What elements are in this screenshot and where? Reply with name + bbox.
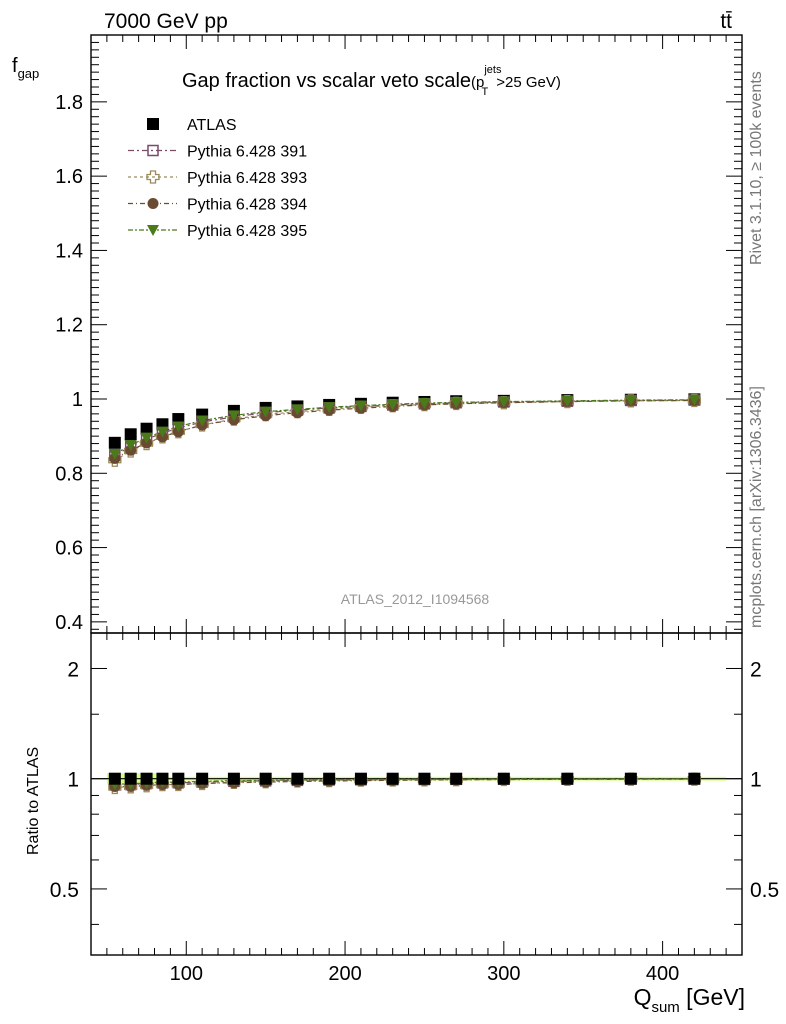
series-0-ratio-point <box>561 772 574 785</box>
y-tick-label: 0.6 <box>55 538 83 560</box>
legend-label: Pythia 6.428 393 <box>187 170 307 187</box>
x-tick-label: 100 <box>170 963 203 985</box>
series-0-ratio-point <box>386 772 399 785</box>
process-label: tt̄ <box>720 10 732 33</box>
legend-marker <box>147 198 159 209</box>
x-tick-label: 200 <box>328 963 361 985</box>
legend: ATLAS Pythia 6.428 391 Pythia 6.428 393 Pyt… <box>128 117 307 240</box>
chart-title-cut: (p <box>471 74 484 91</box>
series-4-point <box>227 410 240 422</box>
series-0-ratio-point <box>227 772 240 785</box>
ratio-tick-label-left: 0.5 <box>50 879 79 902</box>
x-tick-label: 300 <box>487 963 520 985</box>
y-tick-label: 0.4 <box>55 612 83 634</box>
ratio-y-axis-label: Ratio to ATLAS <box>25 747 42 855</box>
y-tick-label: 1.6 <box>55 166 83 188</box>
y-tick-label: 1.4 <box>55 240 83 262</box>
series-4-point <box>561 395 574 407</box>
x-axis-label-base: Q <box>634 984 652 1010</box>
mcplots-label: mcplots.cern.ch [arXiv:1306.3436] <box>748 386 765 628</box>
series-4-point <box>497 396 510 408</box>
series-4-point <box>323 402 336 414</box>
series-0-ratio-point <box>172 772 185 785</box>
legend-marker <box>146 170 160 184</box>
series-4-point <box>172 421 185 433</box>
chart-title-cut-tail: >25 GeV) <box>496 74 561 91</box>
legend-marker <box>147 144 159 157</box>
legend-label: Pythia 6.428 395 <box>187 223 307 240</box>
ratio-tick-label-right: 1 <box>750 769 762 792</box>
series-4-point <box>259 406 272 418</box>
series-0-point <box>140 422 153 435</box>
series-4-point <box>386 399 399 411</box>
series-0-ratio-point <box>450 772 463 785</box>
series-0-point <box>108 436 121 449</box>
series-4-point <box>196 415 209 427</box>
series-0-ratio-point <box>354 772 367 785</box>
x-tick-label: 400 <box>646 963 679 985</box>
series-0-ratio-point <box>323 772 336 785</box>
series-4-line <box>114 399 695 455</box>
series-4-point <box>354 400 367 412</box>
data-marks <box>108 393 702 795</box>
series-4-point <box>688 394 701 406</box>
ratio-tick-label-right: 0.5 <box>750 879 779 902</box>
series-4-point <box>450 397 463 409</box>
y-axis-label-base: f <box>12 55 18 77</box>
x-axis-label: Qsum [GeV] <box>634 984 745 1016</box>
legend-marker <box>147 225 159 236</box>
analysis-id: ATLAS_2012_I1094568 <box>341 591 490 607</box>
series-4-point <box>624 395 637 407</box>
rivet-label: Rivet 3.1.10, ≥ 100k events <box>748 71 765 265</box>
series-0-ratio-point <box>140 772 153 785</box>
y-tick-label: 0.8 <box>55 463 83 485</box>
series-4-point <box>108 448 121 460</box>
tick-labels: 100 200 300 400 0.4 0.6 0.8 1 1.2 1.4 1.6 1.8 0.5 0.5… <box>50 92 779 985</box>
ratio-plot-frame <box>90 632 743 956</box>
ratio-tick-label-left: 2 <box>67 658 79 681</box>
y-tick-label: 1.8 <box>55 92 83 114</box>
series-0-ratio-point <box>124 772 137 785</box>
ratio-tick-label-left: 1 <box>67 769 79 792</box>
series-0-point <box>124 428 137 441</box>
chart-title-cut-sup: jets <box>483 64 502 76</box>
chart-title: Gap fraction vs scalar veto scale(pjets T… <box>182 64 561 98</box>
series-0-ratio-point <box>108 772 121 785</box>
series-0-ratio-point <box>196 772 209 785</box>
y-axis-label-sub: gap <box>18 66 40 81</box>
series-4-point <box>124 440 137 452</box>
y-tick-label: 1.2 <box>55 315 83 337</box>
axis-ticks <box>91 34 742 955</box>
legend-label: ATLAS <box>187 117 237 134</box>
x-axis-label-tail: [GeV] <box>680 984 745 1010</box>
series-0-ratio-point <box>497 772 510 785</box>
series-4-point <box>418 398 431 410</box>
series-0-ratio-point <box>418 772 431 785</box>
y-tick-label: 1 <box>72 389 83 411</box>
chart-title-cut-sub: T <box>481 86 488 98</box>
ratio-tick-label-right: 2 <box>750 658 762 681</box>
series-0-ratio-point <box>291 772 304 785</box>
series-4-point <box>140 432 153 444</box>
legend-marker <box>147 118 159 130</box>
legend-label: Pythia 6.428 391 <box>187 144 307 161</box>
x-axis-label-sub: sum <box>651 999 679 1016</box>
series-4-point <box>291 404 304 416</box>
legend-label: Pythia 6.428 394 <box>187 197 307 214</box>
y-axis-label: fgap <box>12 55 39 81</box>
series-0-ratio-point <box>156 772 169 785</box>
series-0-ratio-point <box>624 772 637 785</box>
series-0-ratio-point <box>688 772 701 785</box>
chart-title-main: Gap fraction vs scalar veto scale <box>182 70 471 92</box>
series-0-ratio-point <box>259 772 272 785</box>
series-4-point <box>156 426 169 438</box>
energy-label: 7000 GeV pp <box>104 10 228 33</box>
series-2-ratio-line <box>114 778 695 789</box>
